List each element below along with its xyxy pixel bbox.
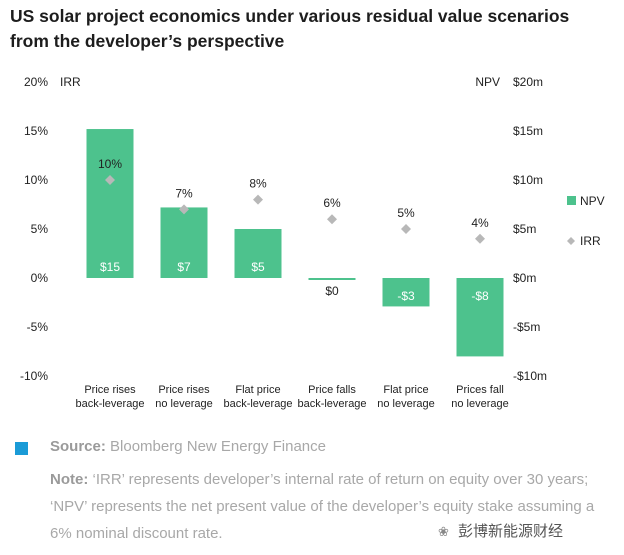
category-label: back-leverage [75, 398, 144, 410]
right-axis-label: NPV [475, 75, 500, 89]
category-label: Price rises [158, 384, 210, 396]
source-line: Source: Bloomberg New Energy Finance [50, 438, 326, 455]
left-tick-label: -10% [20, 369, 48, 383]
left-tick-label: 15% [24, 124, 48, 138]
irr-data-label: 8% [249, 177, 267, 191]
right-tick-label: $20m [513, 75, 543, 89]
left-axis-label: IRR [60, 75, 81, 89]
right-tick-label: $0m [513, 271, 536, 285]
irr-marker [327, 214, 337, 225]
right-tick-label: $15m [513, 124, 543, 138]
legend-npv-label: NPV [580, 194, 605, 208]
irr-marker [253, 194, 263, 205]
right-tick-label: $10m [513, 173, 543, 187]
npv-data-label: $5 [251, 260, 265, 274]
footer-square-icon [15, 442, 28, 455]
npv-bar [160, 207, 208, 278]
right-tick-label: -$10m [513, 369, 547, 383]
left-tick-label: 10% [24, 173, 48, 187]
source-label: Source: [50, 438, 106, 455]
legend-irr-label: IRR [580, 234, 601, 248]
category-label: Flat price [383, 384, 428, 396]
left-tick-label: 5% [31, 222, 49, 236]
irr-marker [179, 204, 189, 215]
npv-bar [456, 278, 504, 357]
category-label: no leverage [451, 398, 509, 410]
irr-data-label: 5% [397, 206, 415, 220]
npv-bar [382, 278, 430, 307]
category-label: Flat price [235, 384, 280, 396]
wechat-icon: ❀ [438, 524, 449, 539]
note-label: Note: [50, 471, 89, 488]
source-text: Bloomberg New Energy Finance [105, 438, 326, 455]
npv-data-label: $7 [177, 260, 191, 274]
irr-marker [475, 233, 485, 244]
legend-npv-swatch [567, 196, 576, 205]
irr-data-label: 10% [98, 157, 122, 171]
npv-bar [86, 129, 134, 278]
category-label: no leverage [155, 398, 213, 410]
npv-bar [308, 278, 356, 280]
irr-data-label: 7% [175, 186, 193, 200]
irr-marker [401, 224, 411, 234]
left-tick-label: 20% [24, 75, 48, 89]
npv-bar [234, 229, 282, 278]
npv-data-label: $15 [100, 260, 120, 274]
irr-marker [105, 175, 115, 185]
note-paragraph: Note: ‘IRR’ represents developer’s inter… [50, 466, 610, 547]
npv-data-label: $0 [325, 284, 339, 298]
npv-data-label: -$3 [397, 289, 415, 303]
category-label: back-leverage [223, 398, 292, 410]
watermark-text: 彭博新能源财经 [458, 523, 564, 540]
chart-area: 20% 15% 10% 5% 0% -5% -10% IRR $20m $15m $10m $5m $… [20, 75, 605, 410]
irr-data-label: 6% [323, 196, 341, 210]
right-tick-label: -$5m [513, 320, 540, 334]
left-tick-label: 0% [31, 271, 49, 285]
right-tick-label: $5m [513, 222, 536, 236]
category-label: Price falls [308, 384, 356, 396]
legend-irr-marker [567, 237, 575, 245]
category-label: no leverage [377, 398, 435, 410]
npv-data-label: -$8 [471, 289, 489, 303]
category-label: Price rises [84, 384, 136, 396]
category-label: back-leverage [297, 398, 366, 410]
left-tick-label: -5% [27, 320, 49, 334]
note-text: ‘IRR’ represents developer’s internal ra… [50, 471, 595, 542]
category-label: Prices fall [456, 384, 504, 396]
chart-title: US solar project economics under various… [10, 6, 570, 51]
irr-data-label: 4% [471, 216, 489, 230]
